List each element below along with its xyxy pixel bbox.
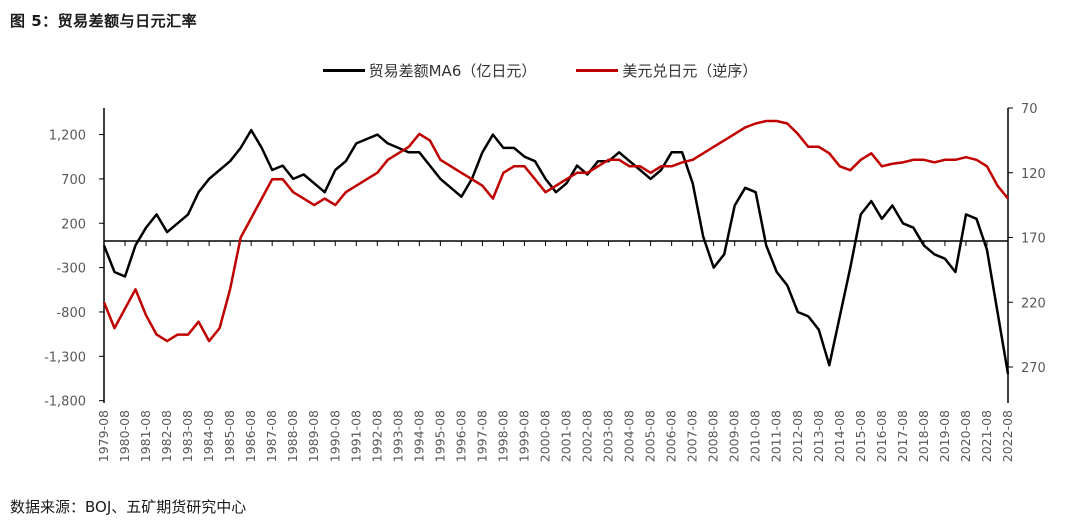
left-tick-label: 200 (61, 217, 86, 232)
x-tick-label: 2009-08 (727, 410, 742, 462)
x-tick-label: 2012-08 (790, 410, 805, 462)
legend-label: 美元兑日元（逆序） (622, 62, 758, 80)
x-tick-label: 2013-08 (811, 410, 826, 462)
chart-title: 图 5：贸易差额与日元汇率 (10, 12, 198, 30)
x-tick-label: 2004-08 (622, 410, 637, 462)
right-tick-label: 170 (1021, 232, 1046, 247)
x-tick-label: 2010-08 (748, 410, 763, 462)
legend: 贸易差额MA6（亿日元） 美元兑日元（逆序） (0, 60, 1080, 81)
x-tick-label: 1995-08 (432, 410, 447, 462)
x-tick-label: 2016-08 (874, 410, 889, 462)
x-tick-label: 1993-08 (390, 410, 405, 462)
trade-balance-line (102, 128, 1010, 375)
x-tick-label: 1979-08 (96, 410, 111, 462)
x-tick-label: 2001-08 (559, 410, 574, 462)
right-tick-label: 270 (1021, 361, 1046, 376)
x-tick-label: 2020-08 (958, 410, 973, 462)
x-tick-label: 1989-08 (306, 410, 321, 462)
left-tick-label: -1,800 (44, 395, 86, 410)
x-tick-label: 2017-08 (895, 410, 910, 462)
x-tick-label: 1981-08 (138, 410, 153, 462)
left-tick-label: 1,200 (49, 129, 86, 144)
x-tick-label: 2018-08 (916, 410, 931, 462)
x-tick-label: 1988-08 (285, 410, 300, 462)
x-tick-label: 2003-08 (601, 410, 616, 462)
x-tick-label: 2019-08 (937, 410, 952, 462)
x-tick-label: 2007-08 (685, 410, 700, 462)
right-tick-label: 70 (1021, 102, 1038, 117)
x-tick-label: 1984-08 (201, 410, 216, 462)
right-tick-label: 120 (1021, 167, 1046, 182)
x-tick-label: 1980-08 (117, 410, 132, 462)
x-tick-label: 1997-08 (474, 410, 489, 462)
x-tick-label: 1996-08 (453, 410, 468, 462)
usdjpy-line (102, 119, 1009, 343)
x-tick-label: 1982-08 (159, 410, 174, 462)
x-tick-label: 2002-08 (580, 410, 595, 462)
x-tick-label: 1991-08 (348, 410, 363, 462)
x-tick-label: 1999-08 (516, 410, 531, 462)
left-tick-label: -300 (56, 262, 86, 277)
legend-swatch-red (576, 69, 619, 72)
legend-item-usdjpy: 美元兑日元（逆序） (576, 60, 757, 81)
x-tick-label: 2005-08 (643, 410, 658, 462)
x-tick-label: 2014-08 (832, 410, 847, 462)
x-tick-label: 2008-08 (706, 410, 721, 462)
left-tick-label: -1,300 (44, 350, 86, 365)
x-tick-label: 1992-08 (369, 410, 384, 462)
x-tick-label: 1987-08 (264, 410, 279, 462)
legend-item-trade-balance: 贸易差额MA6（亿日元） (322, 60, 537, 81)
x-tick-label: 2021-08 (979, 410, 994, 462)
x-tick-label: 1986-08 (243, 410, 258, 462)
x-tick-label: 1990-08 (327, 410, 342, 462)
left-tick-label: -800 (56, 306, 86, 321)
x-tick-label: 1985-08 (222, 410, 237, 462)
x-tick-label: 2011-08 (769, 410, 784, 462)
right-tick-label: 220 (1021, 296, 1046, 311)
legend-swatch-black (322, 69, 365, 72)
x-tick-label: 2006-08 (664, 410, 679, 462)
x-tick-label: 2022-08 (1000, 410, 1015, 462)
x-tick-label: 2000-08 (537, 410, 552, 462)
legend-label: 贸易差额MA6（亿日元） (368, 62, 537, 80)
x-tick-label: 2015-08 (853, 410, 868, 462)
data-source-note: 数据来源：BOJ、五矿期货研究中心 (10, 498, 247, 516)
left-tick-label: 700 (61, 173, 86, 188)
x-tick-label: 1983-08 (180, 410, 195, 462)
x-tick-label: 1994-08 (411, 410, 426, 462)
x-tick-label: 1998-08 (495, 410, 510, 462)
